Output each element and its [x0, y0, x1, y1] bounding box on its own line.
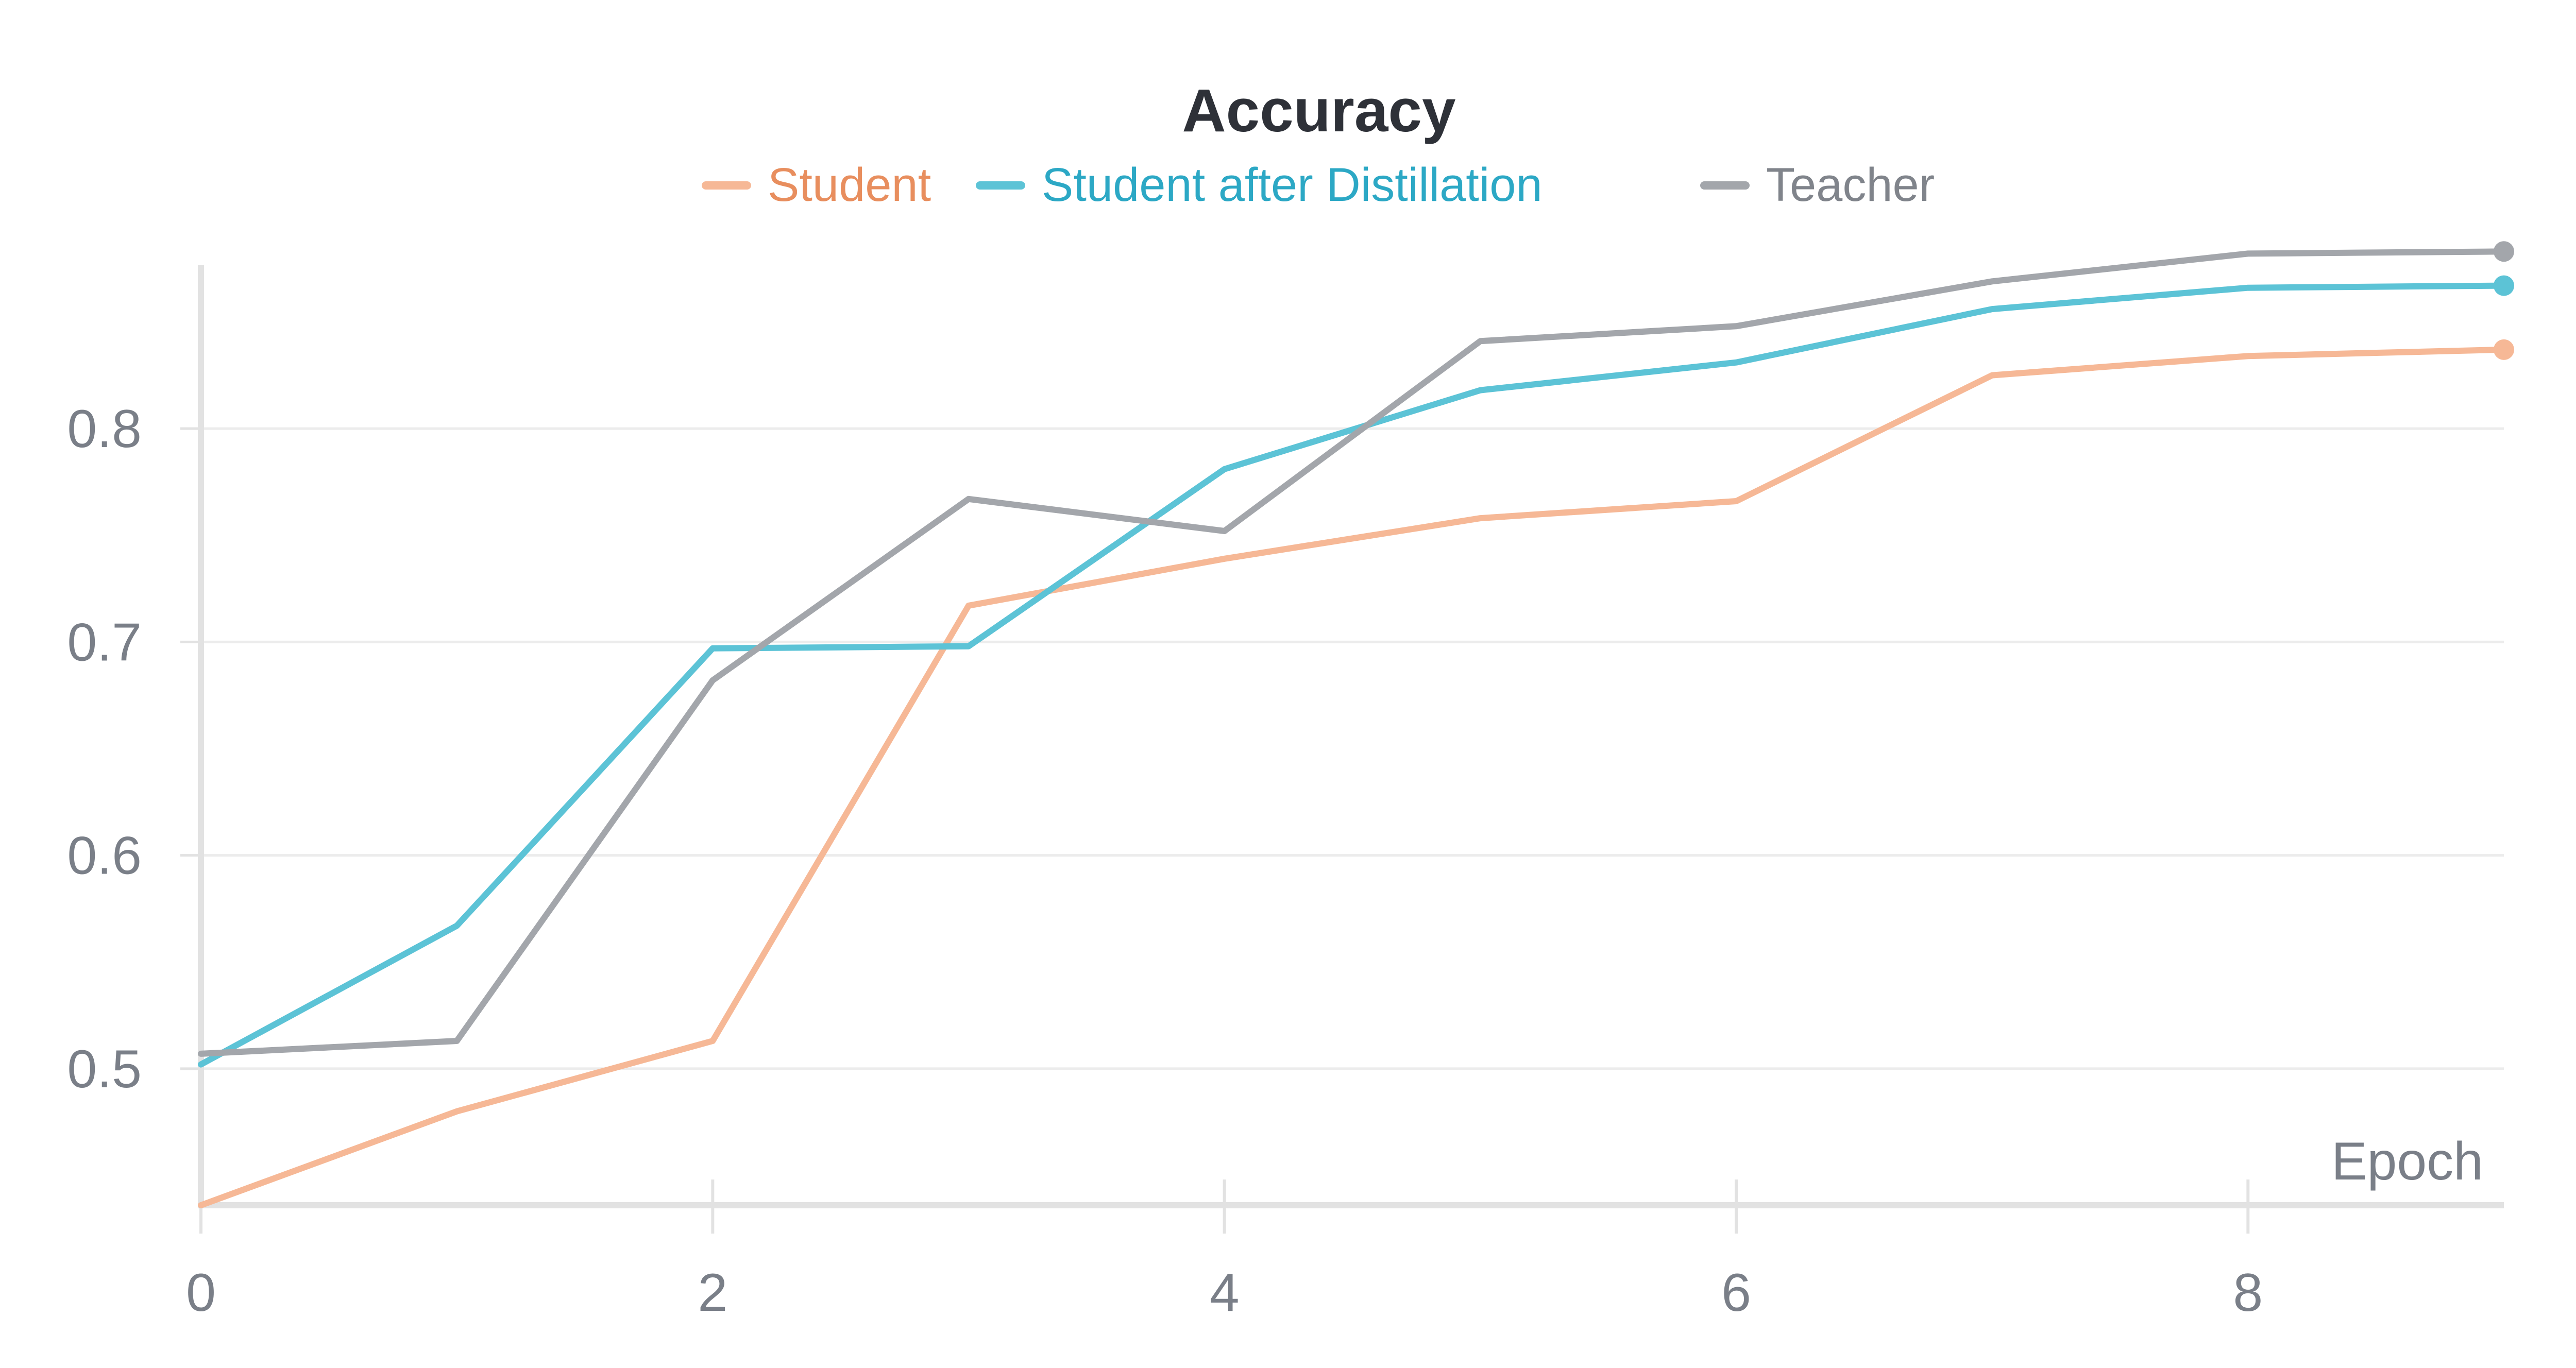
- x-axis-label: Epoch: [2331, 1132, 2483, 1191]
- series-line-student-after-distillation: [198, 282, 2507, 1068]
- legend-label: Student after Distillation: [1042, 159, 1543, 211]
- y-tick-label: 0.5: [67, 1039, 142, 1099]
- series-lines: [198, 241, 2514, 1208]
- x-tick-label: 2: [698, 1263, 727, 1323]
- series-line-student: [198, 346, 2507, 1208]
- series-end-marker-student: [2494, 339, 2514, 360]
- x-tick-label: 6: [1721, 1263, 1751, 1323]
- y-tick-label: 0.7: [67, 612, 142, 672]
- chart-title: Accuracy: [1182, 77, 1455, 145]
- legend-item-teacher[interactable]: Teacher: [1700, 159, 1935, 211]
- y-tick-label: 0.6: [67, 826, 142, 886]
- legend-label: Teacher: [1766, 159, 1935, 211]
- x-tick-label: 4: [1210, 1263, 1240, 1323]
- x-tick-label: 8: [2233, 1263, 2263, 1323]
- x-tick-label: 0: [186, 1263, 216, 1323]
- y-tick-label: 0.8: [67, 399, 142, 459]
- series-end-marker-student-after-distillation: [2494, 275, 2514, 296]
- chart-legend: Student Student after Distillation Teacher: [702, 159, 1935, 211]
- legend-item-student-after-distillation[interactable]: Student after Distillation: [976, 159, 1543, 211]
- series-end-marker-teacher: [2494, 241, 2514, 262]
- axes: 0.5 0.6 0.7 0.8 0 2 4 6 8: [67, 265, 2504, 1323]
- legend-item-student[interactable]: Student: [702, 159, 931, 211]
- series-line-teacher: [198, 248, 2507, 1057]
- legend-label: Student: [768, 159, 931, 211]
